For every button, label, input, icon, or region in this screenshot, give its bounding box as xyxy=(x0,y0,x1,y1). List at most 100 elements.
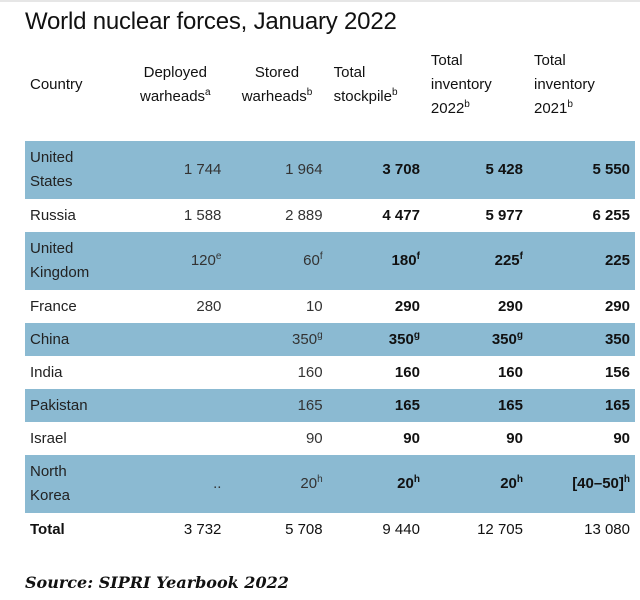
total-total-stockpile-cell: 9 440 xyxy=(328,513,425,546)
cell-value: 5 977 xyxy=(485,206,523,224)
deployed-warheads-cell xyxy=(124,422,226,455)
deployed-warheads-cell: 1 744 xyxy=(124,141,227,199)
footnote-marker: b xyxy=(391,87,398,98)
total-stockpile-cell: 20h xyxy=(327,455,425,513)
footnote-marker: h xyxy=(317,474,323,485)
table-row: Israel 90 90 90 90 xyxy=(25,422,635,455)
cell-value: 12 705 xyxy=(477,520,523,538)
footnote-marker: f xyxy=(519,251,523,262)
country-name: India xyxy=(30,363,63,381)
country-cell: Israel xyxy=(25,422,124,455)
cell-value: 90 xyxy=(506,429,523,447)
deployed-warheads-cell xyxy=(124,389,227,422)
footnote-marker: g xyxy=(317,329,323,341)
cell-value: 5 550 xyxy=(592,161,630,178)
table-row: Pakistan 165 165 165 165 xyxy=(25,389,635,422)
cell-value: 160 xyxy=(297,363,323,381)
cell-value: 165 xyxy=(497,396,523,414)
cell-value: 90 xyxy=(613,429,630,447)
cell-value: 10 xyxy=(305,297,323,315)
country-cell: United Kingdom xyxy=(25,232,125,290)
header-text: 2021 xyxy=(533,100,568,117)
cell-value: 90 xyxy=(305,429,323,447)
table-row: France 280 10 290 290 290 xyxy=(25,290,635,323)
deployed-warheads-cell: 280 xyxy=(124,290,226,323)
cell-value: 180 xyxy=(391,252,417,269)
footnote-marker: b xyxy=(306,87,313,98)
country-name: Israel xyxy=(30,429,67,447)
total-stockpile-cell: 165 xyxy=(327,389,425,422)
cell-value: 6 255 xyxy=(592,206,630,224)
total-inventory-2021-cell: 225 xyxy=(527,232,635,290)
column-header-deployed-warheads: Deployed warheadsa xyxy=(124,46,226,124)
total-stockpile-cell: 350g xyxy=(327,323,425,356)
country-name: Pakistan xyxy=(30,396,88,414)
header-text: Total xyxy=(430,52,463,69)
total-inventory-2022-cell: 290 xyxy=(425,290,528,323)
country-cell: United States xyxy=(25,141,125,199)
total-total-inventory-2022-cell: 12 705 xyxy=(425,513,528,546)
footnote-marker: b xyxy=(464,99,470,110)
total-inventory-2022-cell: 165 xyxy=(424,389,528,422)
stored-warheads-cell: 1 964 xyxy=(226,141,328,199)
total-inventory-2022-cell: 350g xyxy=(424,323,528,356)
cell-value: 160 xyxy=(497,363,523,381)
total-stockpile-cell: 160 xyxy=(328,356,425,389)
total-inventory-2021-cell: 290 xyxy=(528,290,635,323)
country-name: China xyxy=(30,330,70,348)
total-total-inventory-2021-cell: 13 080 xyxy=(528,513,635,546)
country-name: Russia xyxy=(30,206,76,224)
country-name: North Korea xyxy=(30,463,71,504)
total-label: Total xyxy=(30,520,65,538)
header-text: Stored xyxy=(254,64,300,81)
cell-value: 350 xyxy=(292,330,318,348)
cell-value: 1 588 xyxy=(183,206,222,224)
nuclear-forces-table: Country Deployed warheadsa Stored warheadsb T… xyxy=(25,46,635,546)
page-title: World nuclear forces, January 2022 xyxy=(25,8,397,35)
column-header-total-stockpile: Total stockpileb xyxy=(328,46,425,124)
total-inventory-2022-cell: 5 428 xyxy=(424,141,528,199)
header-text: stockpile xyxy=(333,88,392,105)
table-row: China 350g 350g 350g 350 xyxy=(25,323,635,356)
deployed-warheads-cell xyxy=(124,323,227,356)
total-inventory-2022-cell: 225f xyxy=(424,232,528,290)
deployed-warheads-cell: 1 588 xyxy=(124,199,226,232)
total-inventory-2022-cell: 5 977 xyxy=(425,199,528,232)
total-stockpile-cell: 4 477 xyxy=(328,199,425,232)
footnote-marker: h xyxy=(623,474,630,485)
footnote-marker: g xyxy=(516,329,523,341)
cell-value: 290 xyxy=(497,297,523,315)
stored-warheads-cell: 165 xyxy=(226,389,328,422)
top-divider xyxy=(0,0,640,2)
table-row: North Korea.. 20h 20h 20h [40–50]h xyxy=(25,455,635,513)
stored-warheads-cell: 20h xyxy=(226,455,328,513)
cell-value: 3 732 xyxy=(183,520,222,538)
cell-value: 290 xyxy=(604,297,630,315)
cell-value: 280 xyxy=(196,297,222,315)
stored-warheads-cell: 2 889 xyxy=(226,199,327,232)
cell-value: 350 xyxy=(491,330,517,348)
cell-value: 5 708 xyxy=(285,520,323,538)
deployed-warheads-cell: .. xyxy=(124,455,227,513)
cell-value: 60 xyxy=(303,252,320,269)
cell-value: 225 xyxy=(494,252,520,269)
table-row: India 160 160 160 156 xyxy=(25,356,635,389)
column-header-country: Country xyxy=(25,46,124,124)
cell-value: 1 964 xyxy=(285,161,323,178)
cell-value: 90 xyxy=(403,429,420,447)
stored-warheads-cell: 350g xyxy=(226,323,328,356)
total-stockpile-cell: 180f xyxy=(327,232,425,290)
source-note: Source: SIPRI Yearbook 2022 xyxy=(25,573,289,592)
cell-value: 9 440 xyxy=(382,520,420,538)
total-inventory-2022-cell: 20h xyxy=(424,455,528,513)
footnote-marker: f xyxy=(416,251,420,262)
cell-value: [40–50] xyxy=(572,475,624,492)
total-inventory-2021-cell: 350 xyxy=(527,323,635,356)
stored-warheads-cell: 60f xyxy=(226,232,328,290)
country-name: France xyxy=(30,297,77,315)
deployed-warheads-cell: 120e xyxy=(124,232,227,290)
total-stockpile-cell: 3 708 xyxy=(327,141,425,199)
total-inventory-2021-cell: 90 xyxy=(528,422,635,455)
cell-value: 20 xyxy=(500,475,517,492)
cell-value: 20 xyxy=(300,475,318,492)
